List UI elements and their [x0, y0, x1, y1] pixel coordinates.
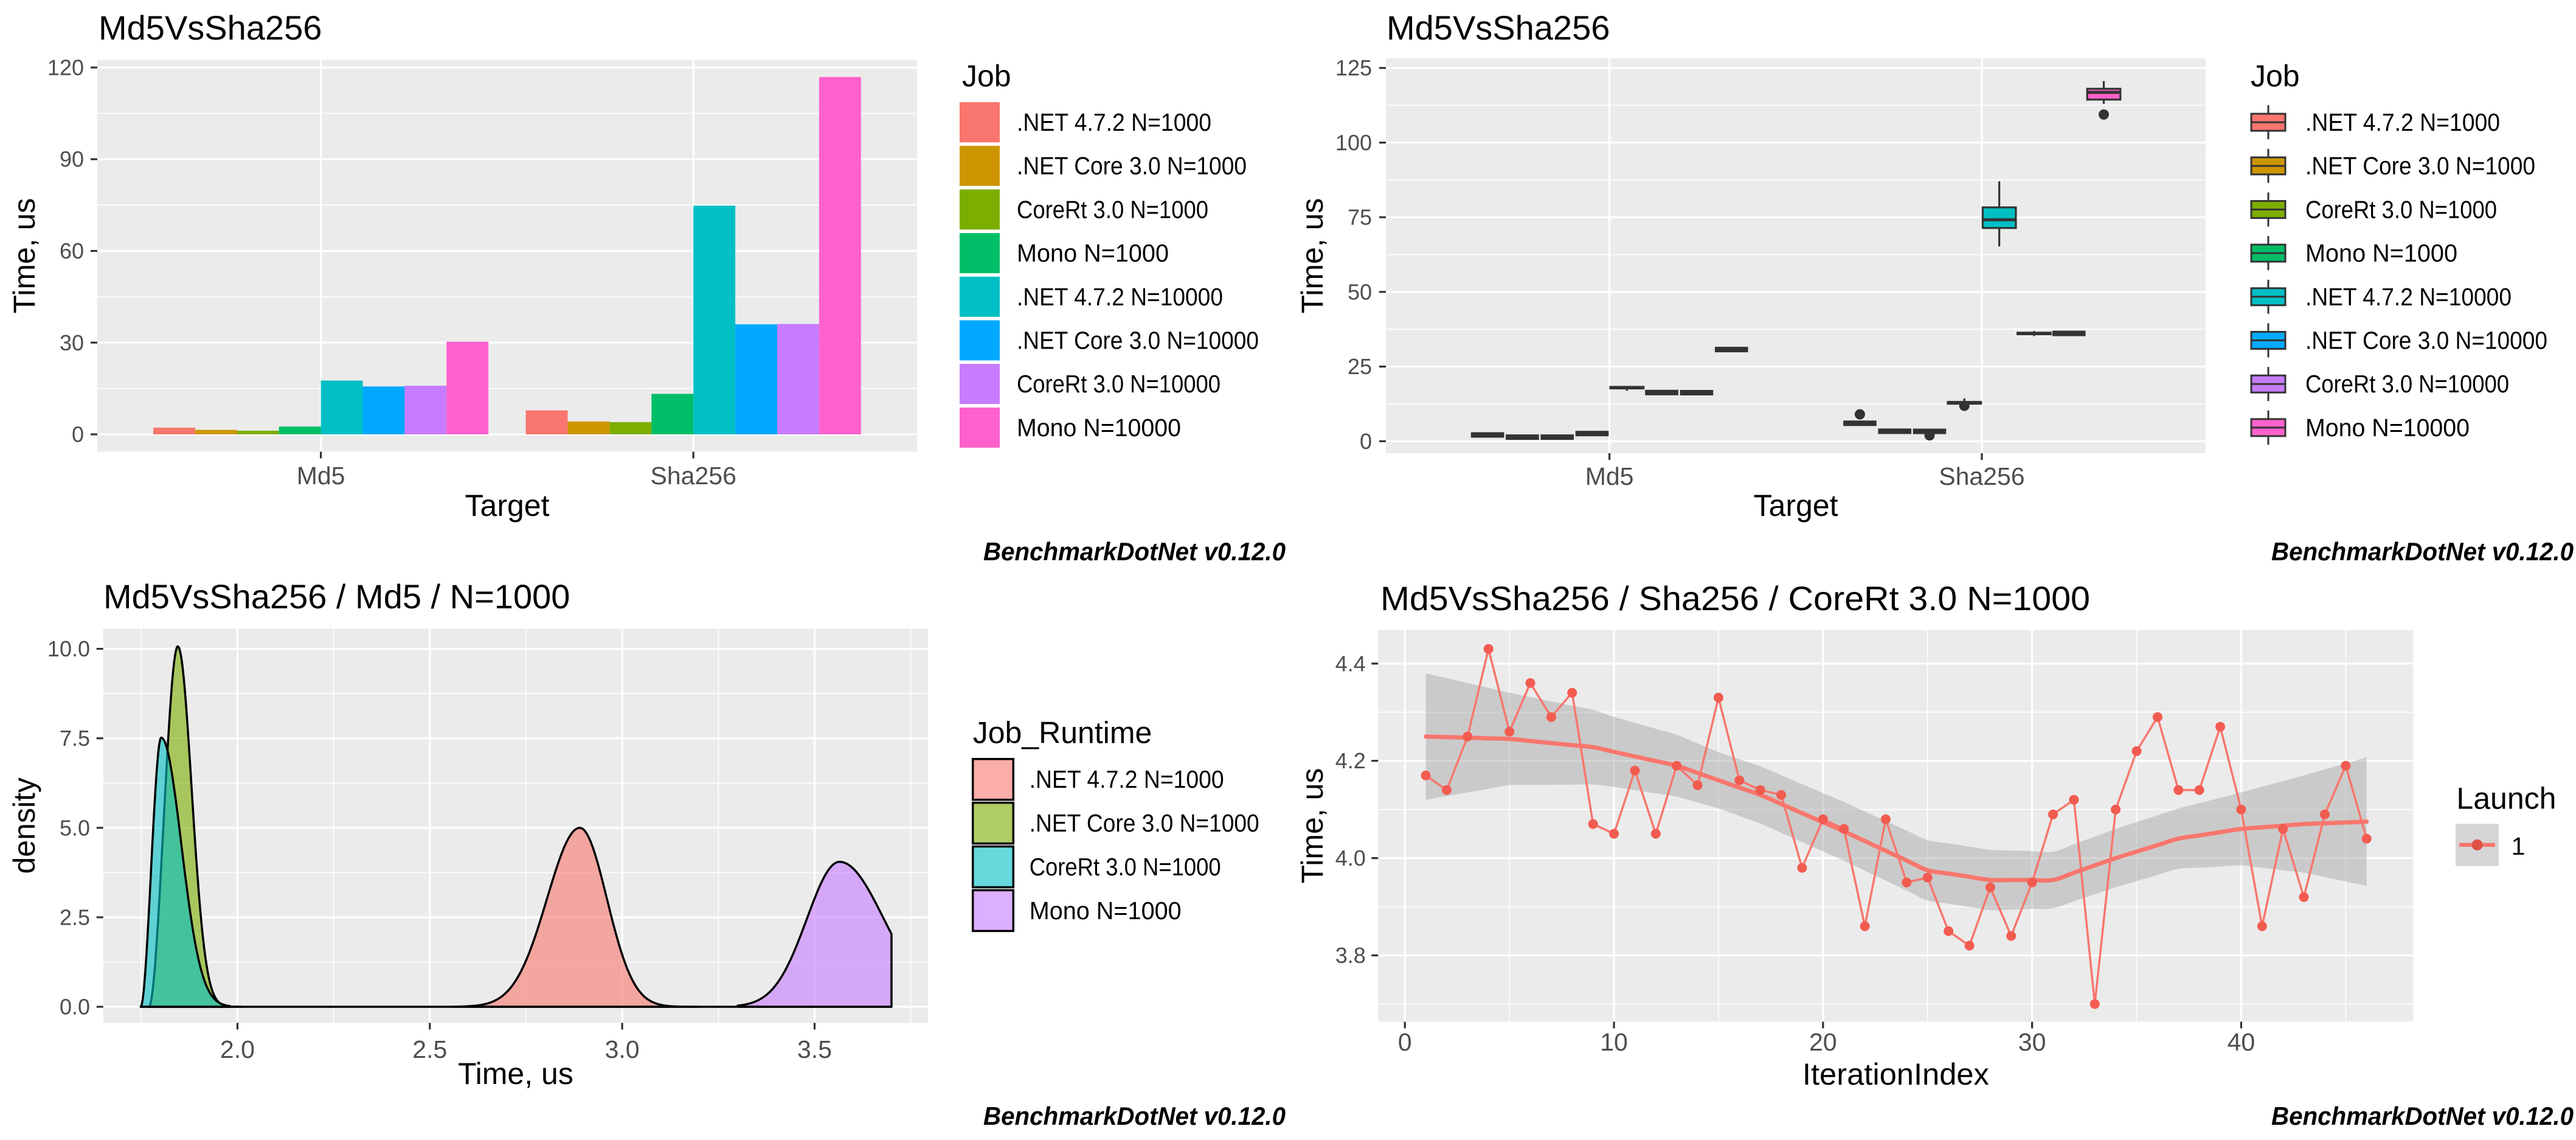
svg-text:BenchmarkDotNet v0.12.0: BenchmarkDotNet v0.12.0	[983, 1102, 1286, 1130]
svg-text:.NET 4.7.2 N=1000: .NET 4.7.2 N=1000	[1030, 765, 1224, 793]
svg-text:75: 75	[1348, 205, 1372, 230]
svg-text:CoreRt 3.0 N=10000: CoreRt 3.0 N=10000	[1017, 370, 1220, 398]
svg-text:25: 25	[1348, 354, 1372, 379]
svg-text:7.5: 7.5	[60, 726, 90, 751]
svg-text:10: 10	[1600, 1028, 1628, 1056]
svg-text:40: 40	[2228, 1028, 2256, 1056]
svg-text:BenchmarkDotNet v0.12.0: BenchmarkDotNet v0.12.0	[2271, 537, 2574, 566]
svg-text:.NET Core 3.0 N=10000: .NET Core 3.0 N=10000	[1017, 327, 1259, 355]
svg-text:Mono N=1000: Mono N=1000	[2305, 239, 2457, 267]
svg-text:Md5: Md5	[297, 462, 345, 490]
svg-text:Mono N=10000: Mono N=10000	[2305, 414, 2470, 442]
svg-text:.NET Core 3.0 N=10000: .NET Core 3.0 N=10000	[2305, 327, 2547, 355]
svg-text:BenchmarkDotNet v0.12.0: BenchmarkDotNet v0.12.0	[983, 537, 1286, 566]
svg-text:5.0: 5.0	[60, 815, 90, 840]
svg-text:.NET Core 3.0 N=1000: .NET Core 3.0 N=1000	[2305, 152, 2535, 180]
svg-text:125: 125	[1335, 55, 1372, 80]
svg-text:Time, us: Time, us	[458, 1057, 573, 1091]
svg-text:120: 120	[47, 55, 84, 80]
svg-text:BenchmarkDotNet v0.12.0: BenchmarkDotNet v0.12.0	[2271, 1102, 2574, 1130]
svg-text:Mono N=10000: Mono N=10000	[1017, 414, 1181, 442]
svg-text:Sha256: Sha256	[1939, 462, 2024, 490]
svg-text:Mono N=1000: Mono N=1000	[1017, 239, 1169, 267]
svg-text:.NET 4.7.2 N=1000: .NET 4.7.2 N=1000	[2305, 108, 2500, 136]
svg-text:0: 0	[1398, 1028, 1412, 1056]
svg-text:Md5VsSha256: Md5VsSha256	[99, 9, 322, 47]
svg-text:0: 0	[72, 422, 84, 447]
svg-text:CoreRt 3.0 N=1000: CoreRt 3.0 N=1000	[2305, 195, 2497, 223]
svg-text:.NET 4.7.2 N=10000: .NET 4.7.2 N=10000	[2305, 283, 2512, 311]
svg-text:Md5VsSha256 / Sha256 / CoreRt: Md5VsSha256 / Sha256 / CoreRt 3.0 N=1000	[1380, 579, 2090, 617]
svg-text:.NET 4.7.2 N=10000: .NET 4.7.2 N=10000	[1017, 283, 1223, 311]
svg-text:60: 60	[60, 238, 84, 263]
svg-text:2.5: 2.5	[412, 1035, 447, 1063]
svg-text:Job: Job	[962, 59, 1011, 93]
svg-text:Time, us: Time, us	[1295, 768, 1329, 884]
svg-text:CoreRt 3.0 N=1000: CoreRt 3.0 N=1000	[1017, 195, 1208, 223]
svg-text:4.4: 4.4	[1335, 651, 1366, 676]
svg-text:Time, us: Time, us	[1295, 198, 1329, 314]
svg-text:Target: Target	[1754, 488, 1838, 523]
svg-text:CoreRt 3.0 N=10000: CoreRt 3.0 N=10000	[2305, 370, 2509, 398]
svg-text:.NET 4.7.2 N=1000: .NET 4.7.2 N=1000	[1017, 108, 1211, 136]
svg-text:10.0: 10.0	[47, 636, 90, 661]
svg-text:3.8: 3.8	[1335, 943, 1366, 968]
svg-text:CoreRt 3.0 N=1000: CoreRt 3.0 N=1000	[1030, 853, 1221, 881]
svg-text:0.0: 0.0	[60, 995, 90, 1020]
svg-text:Mono N=1000: Mono N=1000	[1030, 897, 1182, 925]
svg-text:Job: Job	[2251, 59, 2300, 93]
svg-text:90: 90	[60, 147, 84, 172]
svg-text:Launch: Launch	[2456, 782, 2556, 816]
svg-text:.NET Core 3.0 N=1000: .NET Core 3.0 N=1000	[1030, 809, 1259, 837]
svg-text:50: 50	[1348, 279, 1372, 304]
svg-text:.NET Core 3.0 N=1000: .NET Core 3.0 N=1000	[1017, 152, 1247, 180]
svg-text:3.5: 3.5	[797, 1035, 832, 1063]
svg-text:3.0: 3.0	[605, 1035, 640, 1063]
svg-text:IterationIndex: IterationIndex	[1802, 1057, 1989, 1091]
svg-text:30: 30	[60, 330, 84, 355]
svg-text:Md5VsSha256: Md5VsSha256	[1387, 9, 1610, 47]
svg-text:30: 30	[2018, 1028, 2046, 1056]
svg-text:2.0: 2.0	[220, 1035, 255, 1063]
svg-text:2.5: 2.5	[60, 905, 90, 930]
svg-text:Sha256: Sha256	[651, 462, 736, 490]
svg-text:4.0: 4.0	[1335, 846, 1366, 871]
svg-text:20: 20	[1809, 1028, 1837, 1056]
svg-text:100: 100	[1335, 130, 1372, 155]
svg-text:Target: Target	[465, 488, 550, 523]
svg-text:Job_Runtime: Job_Runtime	[973, 715, 1152, 749]
svg-text:1: 1	[2512, 832, 2526, 860]
svg-text:density: density	[7, 777, 41, 874]
svg-text:4.2: 4.2	[1335, 748, 1366, 773]
svg-text:0: 0	[1360, 429, 1372, 454]
svg-text:Md5VsSha256 / Md5 / N=1000: Md5VsSha256 / Md5 / N=1000	[103, 577, 570, 616]
svg-text:Md5: Md5	[1585, 462, 1634, 490]
svg-text:Time, us: Time, us	[7, 198, 41, 314]
